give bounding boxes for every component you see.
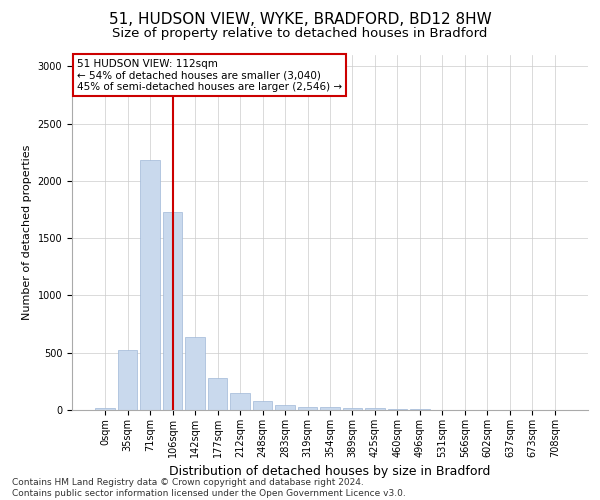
Text: 51 HUDSON VIEW: 112sqm
← 54% of detached houses are smaller (3,040)
45% of semi-: 51 HUDSON VIEW: 112sqm ← 54% of detached… xyxy=(77,58,342,92)
Bar xyxy=(140,160,160,410)
Bar xyxy=(275,405,295,410)
Y-axis label: Number of detached properties: Number of detached properties xyxy=(22,145,32,320)
Bar xyxy=(208,378,227,410)
Bar xyxy=(95,408,115,410)
Text: Contains HM Land Registry data © Crown copyright and database right 2024.
Contai: Contains HM Land Registry data © Crown c… xyxy=(12,478,406,498)
Bar xyxy=(118,350,137,410)
Bar xyxy=(298,406,317,410)
Bar xyxy=(185,336,205,410)
Bar xyxy=(343,408,362,410)
Bar xyxy=(230,393,250,410)
Bar xyxy=(253,401,272,410)
Bar xyxy=(365,408,385,410)
Text: Size of property relative to detached houses in Bradford: Size of property relative to detached ho… xyxy=(112,28,488,40)
Bar xyxy=(320,407,340,410)
Text: 51, HUDSON VIEW, WYKE, BRADFORD, BD12 8HW: 51, HUDSON VIEW, WYKE, BRADFORD, BD12 8H… xyxy=(109,12,491,28)
Bar xyxy=(163,212,182,410)
X-axis label: Distribution of detached houses by size in Bradford: Distribution of detached houses by size … xyxy=(169,466,491,478)
